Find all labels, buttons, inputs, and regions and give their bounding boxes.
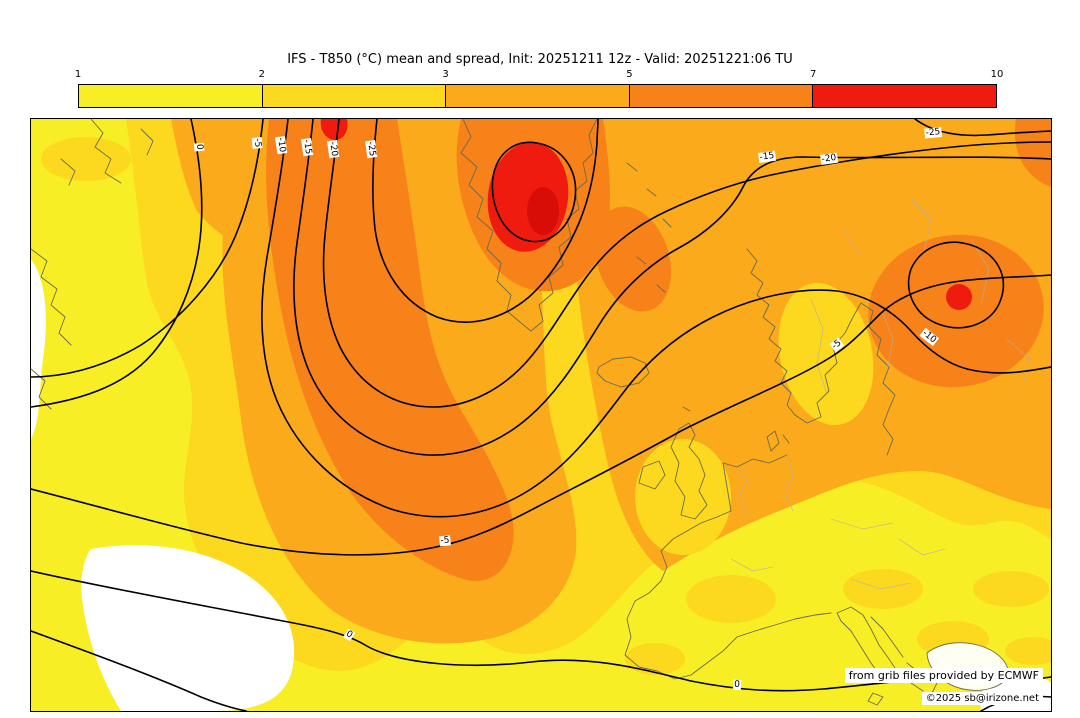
attribution-copyright: ©2025 sb@irizone.net [921,692,1043,705]
map-area: 0 -5 -10 -15 -20 -25 -15 -20 -25 -10 -5 … [30,118,1052,712]
contour-label: 0 [732,679,742,691]
spread-red-east [946,284,972,310]
contour-minus20 [322,119,1051,408]
contour-minus15 [293,119,1051,456]
uk-coast [670,422,708,520]
colorbar-tick: 1 [74,69,82,80]
faroe-coast [682,406,691,412]
spread-dark-trough-band [266,119,514,581]
colorbar-segment [813,85,996,107]
weather-map-svg [31,119,1051,711]
contour-minus10 [261,119,1051,518]
contour-minus5-south [31,274,1051,556]
colorbar-segment [79,85,263,107]
contour-label: -20 [326,140,340,158]
border-layer [730,198,1030,590]
contour-label: -5 [251,137,263,149]
spread-dark-east-greenland [594,206,672,312]
colorbar-segment [629,85,814,107]
contour-label: -10 [274,136,288,154]
contour-label: -25 [924,127,942,139]
attribution-source: from grib files provided by ECMWF [844,668,1043,683]
colorbar-tick: 10 [990,69,1004,80]
spread-dark-corner [1014,119,1051,187]
contour-label: 0 [193,142,205,152]
baffin-coast [60,119,154,186]
spread-red-core [527,187,559,235]
contour-5-southwest [31,630,247,711]
iceland-coast [596,356,650,388]
spread-fill-layer [31,119,1051,711]
contour-east-closed [907,241,1005,329]
baltic-coast [794,302,896,456]
contour-minus25 [372,119,599,323]
spread-red-top-sliver [320,119,348,141]
colorbar-tick: 7 [810,69,817,80]
arctic-islands [626,162,672,293]
spread-colorbar: 1 2 3 5 7 10 [75,69,1003,108]
sicily-coast [867,692,884,706]
canada-coast [31,248,72,410]
colorbar-tick: 3 [442,69,449,80]
chart-title: IFS - T850 (°C) mean and spread, Init: 2… [287,52,793,67]
contour-label: -25 [364,140,378,158]
colorbar-bar [78,84,997,108]
contour-minus5-west [31,119,264,378]
colorbar-tick: 5 [626,69,633,80]
denmark-coast [766,430,790,452]
contour-label: -15 [300,138,314,156]
contour-cold-core [491,141,577,243]
europe-coast [624,454,832,680]
contour-0-west [31,119,203,408]
spread-dark-east-blob [868,234,1044,388]
colorbar-tick: 2 [258,69,265,80]
contour-label: -5 [438,535,452,547]
spread-white-west-edge [31,259,46,439]
colorbar-segment [262,85,447,107]
norway-coast [746,248,796,416]
colorbar-segment [446,85,630,107]
ireland-coast [638,460,666,490]
coastline-layer [31,119,1009,706]
greenland-coast [460,119,598,332]
